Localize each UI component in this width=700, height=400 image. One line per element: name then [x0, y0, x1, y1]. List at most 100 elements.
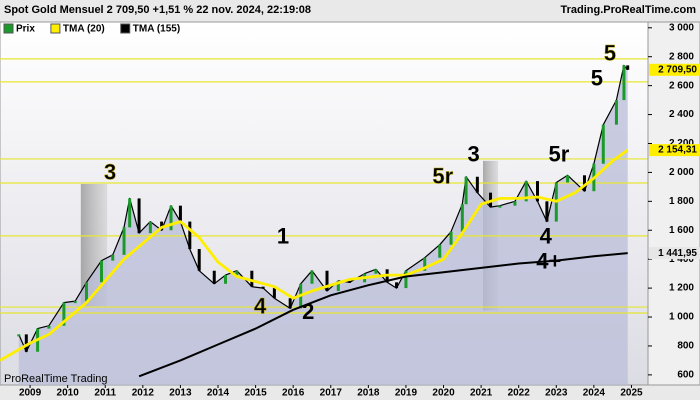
price-bar: [261, 286, 265, 289]
y-tick-label: 2 600: [669, 80, 694, 91]
price-bar: [622, 65, 626, 101]
price-bar: [178, 205, 182, 222]
price-bar: [169, 205, 173, 231]
price-bar: [73, 301, 77, 304]
x-tick-label: 2011: [94, 388, 116, 399]
price-area: [18, 65, 628, 386]
x-tick-label: 2022: [508, 388, 531, 399]
legend-swatch: [120, 23, 131, 34]
price-bar: [582, 175, 586, 192]
y-tick-label: 2 200: [669, 138, 694, 149]
price-bar: [404, 270, 408, 289]
x-tick-label: 2018: [357, 388, 380, 399]
y-tick-label: 3 000: [669, 22, 694, 33]
price-bar: [464, 176, 468, 205]
price-bar: [188, 221, 192, 250]
watermark: ProRealTime Trading: [4, 373, 108, 385]
annotation: 5: [604, 41, 616, 66]
price-bar: [545, 201, 549, 222]
price-bar: [423, 257, 427, 271]
last-value-box: [649, 247, 700, 260]
price-bar: [395, 282, 399, 289]
price-bar: [84, 282, 88, 302]
price-bar: [438, 244, 442, 258]
price-bar: [111, 254, 115, 261]
x-tick-label: 2009: [19, 388, 42, 399]
price-bar: [566, 175, 570, 183]
x-tick-label: 2012: [132, 388, 155, 399]
annotation: 1: [277, 223, 289, 248]
price-bar: [310, 270, 314, 284]
series-line: [0, 148, 629, 362]
annotation: 3: [467, 142, 479, 167]
x-tick-label: 2025: [620, 388, 643, 399]
price-bar: [524, 181, 528, 202]
header-title: Spot Gold Mensuel 2 709,50 +1,51 % 22 no…: [4, 4, 311, 16]
x-tick-label: 2010: [57, 388, 80, 399]
price-bar: [475, 176, 479, 193]
legend-label: Prix: [16, 24, 35, 35]
x-tick-label: 2023: [545, 388, 568, 399]
y-tick-label: 1 400: [669, 254, 694, 265]
x-tick-label: 2017: [320, 388, 343, 399]
price-bar: [626, 65, 630, 70]
last-value-box: [649, 144, 700, 157]
price-bar: [348, 280, 352, 283]
price-bar: [224, 275, 228, 284]
price-bar: [614, 100, 618, 125]
price-bar: [62, 302, 66, 326]
legend-swatch: [3, 23, 14, 34]
x-tick-label: 2016: [282, 388, 305, 399]
price-bar: [374, 269, 378, 274]
price-bar: [99, 260, 103, 283]
x-tick-label: 2015: [244, 388, 267, 399]
x-tick-label: 2021: [470, 388, 493, 399]
x-tick-label: 2019: [395, 388, 418, 399]
price-bar: [128, 198, 132, 228]
y-tick-label: 1 000: [669, 312, 694, 323]
price-bar: [212, 270, 216, 284]
price-bar: [122, 227, 126, 255]
price-bar: [272, 288, 276, 299]
x-tick-label: 2013: [169, 388, 192, 399]
price-bar: [513, 201, 517, 206]
legend-label: TMA (20): [63, 24, 105, 35]
annotation: 4+: [536, 248, 561, 273]
x-tick-label: 2020: [432, 388, 455, 399]
annotation: 2: [302, 299, 314, 324]
price-bar: [250, 270, 254, 287]
price-bar: [197, 249, 201, 271]
annotation: 5r: [432, 164, 453, 189]
last-value-box: [649, 63, 700, 76]
y-tick-label: 800: [677, 341, 694, 352]
last-value-label: 2 154,31: [658, 145, 697, 156]
header-source: Trading.ProRealTime.com: [560, 4, 696, 16]
plot: [0, 58, 648, 386]
price-bar: [235, 270, 239, 276]
annotation: 3: [104, 160, 116, 185]
x-tick-label: 2014: [207, 388, 230, 399]
annotation: 4: [254, 293, 267, 318]
series-line: [138, 252, 628, 378]
annotation: 5r: [549, 142, 570, 167]
price-bar: [47, 325, 51, 329]
price-bar: [460, 204, 464, 232]
x-tick-label: 2024: [583, 388, 606, 399]
legend-swatch: [50, 23, 61, 34]
price-bar: [17, 334, 21, 337]
y-tick-label: 2 000: [669, 167, 694, 178]
price-bar: [24, 334, 28, 352]
y-tick-label: 1 600: [669, 225, 694, 236]
last-value-label: 2 709,50: [658, 64, 697, 75]
y-tick-label: 2 800: [669, 51, 694, 62]
y-tick-label: 600: [677, 370, 694, 381]
y-tick-label: 1 800: [669, 196, 694, 207]
y-tick-label: 1 200: [669, 283, 694, 294]
price-bar: [160, 221, 164, 231]
price-bar: [449, 231, 453, 245]
legend-label: TMA (155): [133, 24, 180, 35]
price-bar: [325, 270, 329, 291]
price-bar: [601, 124, 605, 164]
